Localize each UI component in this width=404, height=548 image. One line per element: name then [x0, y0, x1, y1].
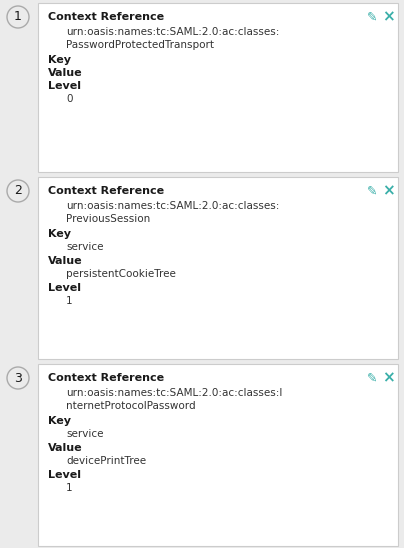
Text: Level: Level [48, 283, 81, 293]
Text: 1: 1 [14, 10, 22, 24]
Text: PasswordProtectedTransport: PasswordProtectedTransport [66, 40, 214, 50]
Text: 0: 0 [66, 94, 72, 104]
Text: Context Reference: Context Reference [48, 373, 164, 383]
Text: urn:oasis:names:tc:SAML:2.0:ac:classes:: urn:oasis:names:tc:SAML:2.0:ac:classes: [66, 27, 280, 37]
Text: Level: Level [48, 470, 81, 480]
Text: ×: × [382, 9, 394, 25]
Text: 3: 3 [14, 372, 22, 385]
Text: Key: Key [48, 229, 71, 239]
Text: 1: 1 [66, 483, 73, 493]
Text: Key: Key [48, 416, 71, 426]
Text: ✎: ✎ [367, 372, 377, 385]
Text: nternetProtocolPassword: nternetProtocolPassword [66, 401, 196, 411]
Text: service: service [66, 429, 103, 439]
Text: Value: Value [48, 68, 83, 78]
Text: ×: × [382, 184, 394, 198]
Circle shape [7, 6, 29, 28]
Text: Level: Level [48, 81, 81, 91]
Circle shape [7, 180, 29, 202]
Text: urn:oasis:names:tc:SAML:2.0:ac:classes:I: urn:oasis:names:tc:SAML:2.0:ac:classes:I [66, 388, 282, 398]
FancyBboxPatch shape [38, 364, 398, 546]
Circle shape [7, 367, 29, 389]
Text: ✎: ✎ [367, 185, 377, 197]
Text: persistentCookieTree: persistentCookieTree [66, 269, 176, 279]
Text: ×: × [382, 370, 394, 385]
Text: Context Reference: Context Reference [48, 186, 164, 196]
Text: service: service [66, 242, 103, 252]
FancyBboxPatch shape [38, 3, 398, 172]
Text: Context Reference: Context Reference [48, 12, 164, 22]
Text: urn:oasis:names:tc:SAML:2.0:ac:classes:: urn:oasis:names:tc:SAML:2.0:ac:classes: [66, 201, 280, 211]
Text: devicePrintTree: devicePrintTree [66, 456, 146, 466]
FancyBboxPatch shape [38, 177, 398, 359]
Text: Key: Key [48, 55, 71, 65]
Text: 1: 1 [66, 296, 73, 306]
Text: Value: Value [48, 256, 83, 266]
Text: ✎: ✎ [367, 10, 377, 24]
Text: PreviousSession: PreviousSession [66, 214, 150, 224]
Text: 2: 2 [14, 185, 22, 197]
Text: Value: Value [48, 443, 83, 453]
